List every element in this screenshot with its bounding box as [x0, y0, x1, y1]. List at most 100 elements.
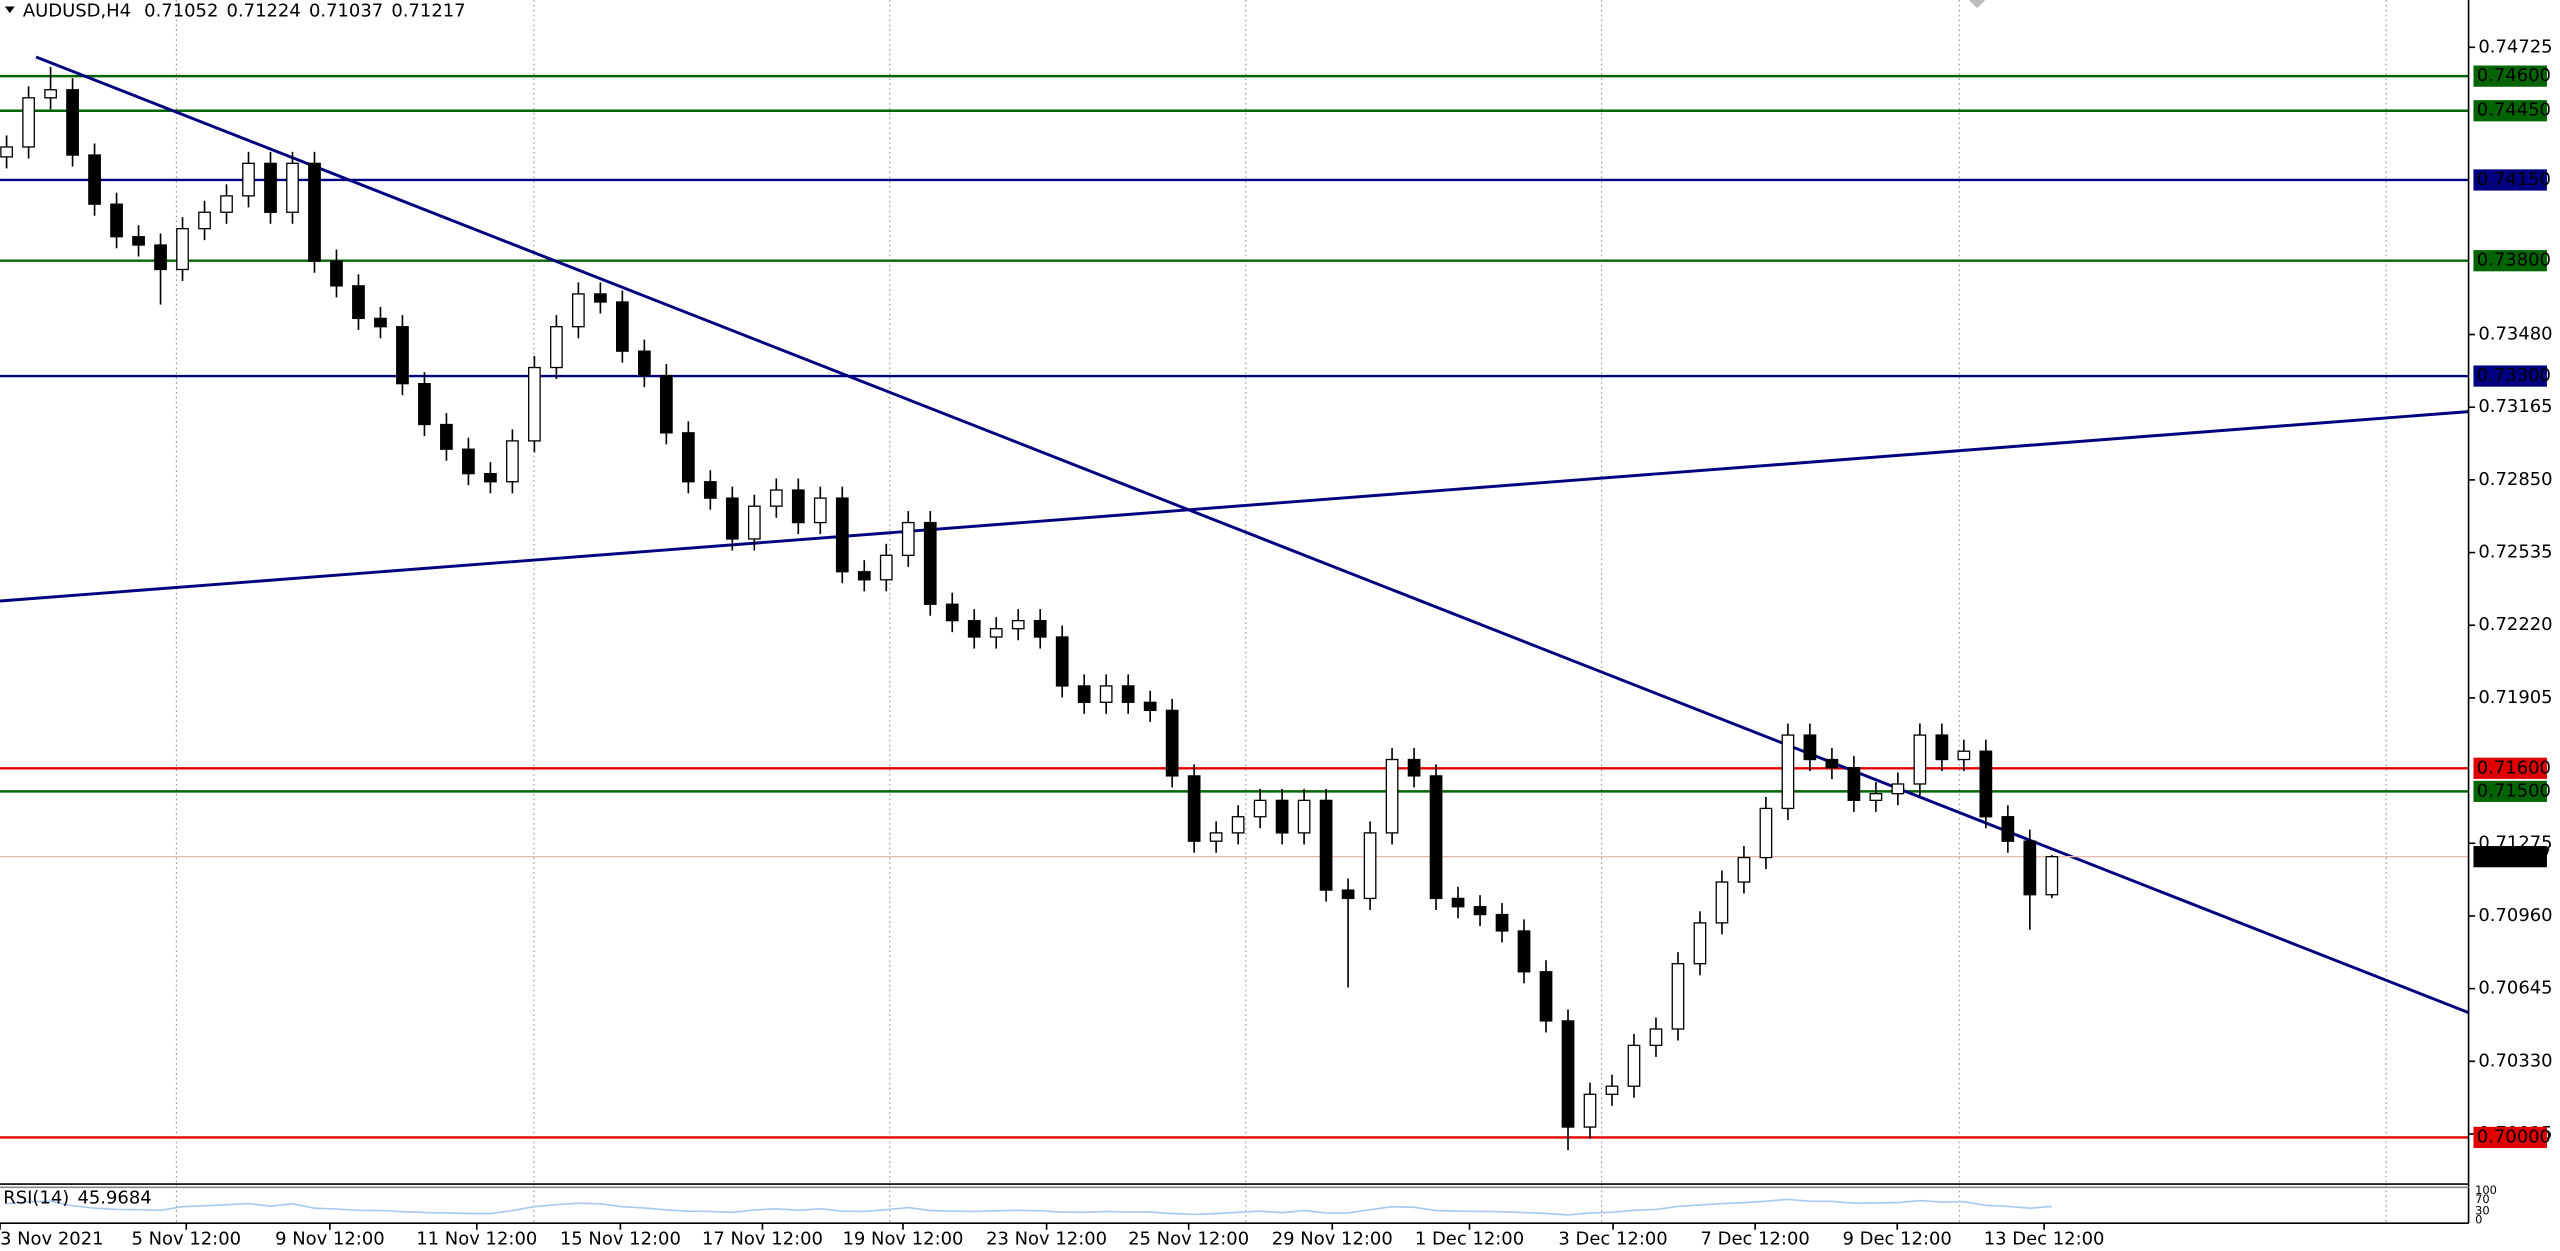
candle-body — [22, 97, 35, 148]
candle-body — [1561, 1020, 1575, 1128]
level-label-box — [2473, 65, 2547, 87]
candle-body — [374, 317, 387, 328]
candle-body — [725, 497, 739, 540]
level-label: 0.71500 — [2477, 780, 2551, 801]
shift-marker — [1968, 0, 1986, 9]
candle-body — [1781, 734, 1795, 810]
candle-body — [1671, 963, 1685, 1030]
candle-body — [747, 505, 761, 540]
plot-layer — [0, 0, 2470, 1224]
header-close: 0.71217 — [391, 0, 465, 21]
candle-body — [1649, 1028, 1663, 1047]
candle-body — [615, 301, 629, 352]
level-label: 0.73800 — [2477, 250, 2551, 271]
x-tick-label: 11 Nov 12:00 — [416, 1229, 537, 1250]
candle-body — [1957, 750, 1971, 761]
candle-body — [1429, 775, 1443, 900]
trendline — [35, 55, 2470, 1014]
menu-arrow[interactable] — [4, 6, 15, 14]
candle-body — [1275, 799, 1289, 834]
candle-body — [1605, 1085, 1619, 1095]
chart-header: AUDUSD,H4 0.71052 0.71224 0.71037 0.71217 — [23, 0, 466, 21]
candle-body — [528, 366, 541, 442]
candle-body — [418, 383, 431, 426]
candle-body — [703, 481, 717, 499]
candle-body — [352, 285, 365, 320]
candle-body — [110, 203, 123, 238]
y-tick-label: 0.74725 — [2478, 36, 2552, 57]
header-low: 0.71037 — [309, 0, 383, 21]
candle-body — [1011, 619, 1025, 630]
header-open: 0.71052 — [144, 0, 218, 21]
candle-body — [835, 497, 849, 573]
candle-body — [1231, 816, 1245, 834]
candle-body — [1935, 734, 1949, 761]
candle-body — [1693, 922, 1707, 965]
candle-body — [1187, 775, 1201, 842]
candle-body — [1165, 709, 1179, 777]
candle-body — [1363, 832, 1377, 900]
candle-body — [550, 326, 563, 369]
rsi-tick-label: 70 — [2475, 1192, 2490, 1206]
y-tick-label: 0.70645 — [2478, 978, 2552, 999]
x-tick-label: 25 Nov 12:00 — [1128, 1229, 1249, 1250]
level-label-box — [2473, 169, 2547, 191]
candle-body — [1451, 897, 1465, 908]
x-tick-label: 7 Dec 12:00 — [1701, 1229, 1810, 1250]
current-price-label: 0.71217 — [2477, 846, 2551, 867]
candle-body — [1341, 889, 1355, 900]
candle-body — [330, 260, 343, 287]
candle-body — [1737, 856, 1751, 883]
candle-body — [1583, 1093, 1597, 1128]
candle-body — [857, 571, 871, 581]
candle-body — [1869, 793, 1883, 802]
level-label-box — [2473, 365, 2547, 387]
candle-body — [1055, 636, 1069, 687]
candle-body — [1825, 758, 1839, 769]
y-tick-label: 0.72220 — [2478, 614, 2552, 635]
candle-body — [154, 244, 167, 271]
level-label: 0.74450 — [2477, 100, 2551, 121]
rsi-tick-label: 0 — [2475, 1212, 2482, 1226]
y-tick-label: 0.70960 — [2478, 905, 2552, 926]
candle-body — [1407, 758, 1421, 777]
candle-body — [1913, 734, 1927, 785]
y-tick-label: 0.73480 — [2478, 324, 2552, 345]
level-label: 0.74600 — [2477, 65, 2551, 86]
rsi-tick-label: 30 — [2475, 1204, 2490, 1218]
candle-body — [506, 440, 519, 483]
candle-body — [1385, 758, 1399, 834]
candle-body — [945, 603, 959, 622]
rsi-name: RSI(14) — [3, 1188, 69, 1209]
y-tick-label: 0.71905 — [2478, 687, 2552, 708]
candle-body — [1715, 881, 1729, 924]
candle-body — [659, 374, 673, 434]
x-tick-label: 15 Nov 12:00 — [560, 1229, 681, 1250]
y-tick-label: 0.70330 — [2478, 1050, 2552, 1071]
x-tick-label: 9 Dec 12:00 — [1843, 1229, 1952, 1250]
candle-body — [1143, 701, 1157, 712]
candle-body — [1077, 685, 1091, 703]
candle-body — [198, 211, 211, 230]
candle-body — [1517, 930, 1531, 973]
candle-body — [1759, 807, 1773, 859]
candle-body — [1121, 685, 1135, 703]
header-high: 0.71224 — [227, 0, 301, 21]
candle-body — [1253, 799, 1267, 818]
candle-body — [1539, 971, 1553, 1022]
x-tick-label: 23 Nov 12:00 — [986, 1229, 1107, 1250]
x-tick-label: 3 Dec 12:00 — [1558, 1229, 1667, 1250]
candle-body — [484, 473, 497, 483]
candle-body — [594, 293, 607, 303]
candle-body — [308, 162, 321, 262]
candle-body — [923, 521, 937, 605]
x-tick-label: 29 Nov 12:00 — [1272, 1229, 1393, 1250]
x-tick-label: 3 Nov 2021 — [0, 1229, 104, 1250]
x-tick-label: 9 Nov 12:00 — [275, 1229, 385, 1250]
candle-body — [396, 326, 409, 385]
level-label-box — [2473, 757, 2547, 779]
y-tick-label: 0.72535 — [2478, 542, 2552, 563]
y-tick-label: 0.73165 — [2478, 396, 2552, 417]
candle-body — [1319, 799, 1333, 891]
